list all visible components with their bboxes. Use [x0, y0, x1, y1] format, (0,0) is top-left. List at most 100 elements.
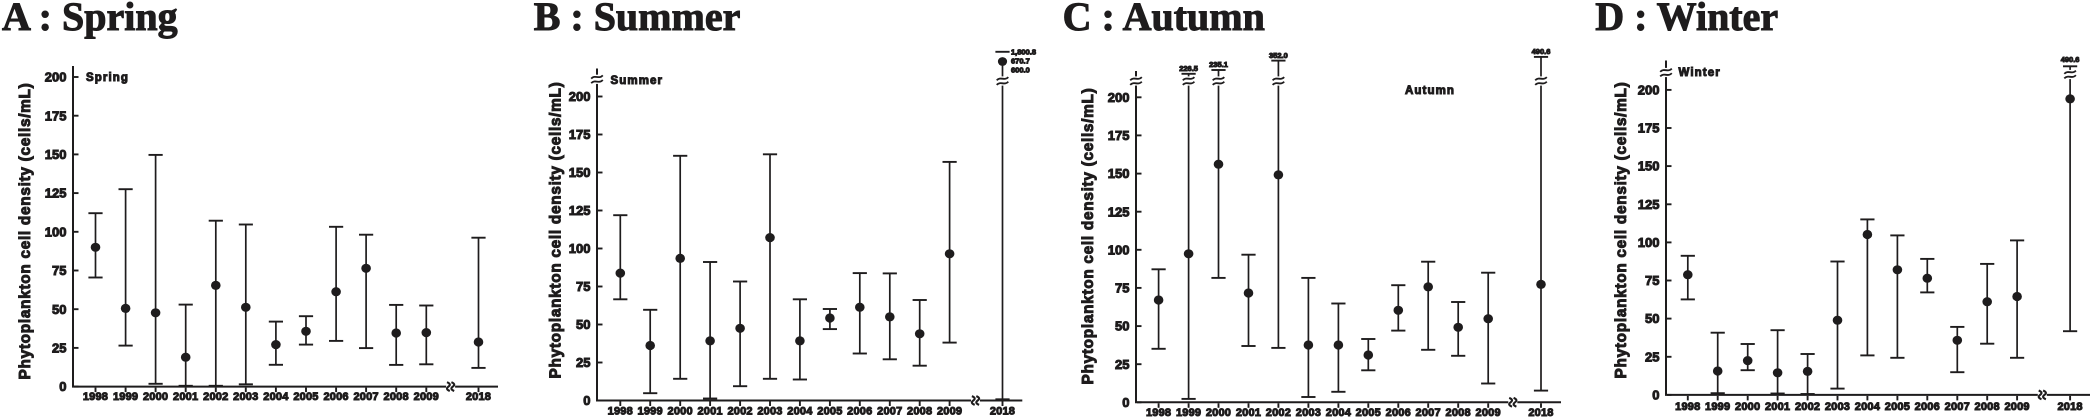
- svg-text:2009: 2009: [414, 391, 439, 403]
- svg-text:100: 100: [569, 241, 591, 256]
- svg-text:2002: 2002: [203, 391, 228, 403]
- svg-text:2005: 2005: [1885, 401, 1910, 413]
- svg-text:2003: 2003: [1825, 401, 1850, 413]
- svg-text:2008: 2008: [907, 405, 932, 417]
- svg-text:2004: 2004: [1855, 401, 1881, 413]
- svg-text:75: 75: [576, 279, 590, 294]
- svg-text:2005: 2005: [1356, 407, 1381, 417]
- svg-text:175: 175: [45, 108, 67, 123]
- svg-text:100: 100: [1108, 242, 1130, 257]
- svg-text:2018: 2018: [990, 405, 1015, 417]
- svg-text:2000: 2000: [1206, 407, 1231, 417]
- svg-text:Summer: Summer: [611, 75, 664, 87]
- svg-text:0: 0: [583, 393, 590, 408]
- svg-text:0: 0: [1122, 395, 1129, 410]
- svg-text:125: 125: [1638, 197, 1660, 212]
- svg-text:25: 25: [1645, 349, 1659, 364]
- svg-text:50: 50: [1645, 311, 1659, 326]
- svg-text:125: 125: [569, 203, 591, 218]
- svg-text:2007: 2007: [1416, 407, 1441, 417]
- svg-text:226.5: 226.5: [1179, 64, 1198, 73]
- svg-text:600.0: 600.0: [1011, 66, 1030, 75]
- svg-text:2007: 2007: [1945, 401, 1970, 413]
- svg-text:175: 175: [569, 127, 591, 142]
- svg-text:2000: 2000: [1735, 401, 1760, 413]
- svg-text:100: 100: [1638, 235, 1660, 250]
- svg-text:150: 150: [1108, 166, 1130, 181]
- svg-text:2004: 2004: [787, 405, 813, 417]
- svg-text:0: 0: [59, 379, 66, 394]
- svg-text:C : Autumn: C : Autumn: [1063, 0, 1265, 39]
- svg-text:1998: 1998: [608, 405, 633, 417]
- svg-text:1998: 1998: [83, 391, 108, 403]
- svg-text:200: 200: [1638, 83, 1660, 98]
- svg-text:25: 25: [576, 355, 590, 370]
- svg-text:25: 25: [52, 341, 66, 356]
- svg-text:2000: 2000: [668, 405, 693, 417]
- svg-text:100: 100: [45, 224, 67, 239]
- svg-text:490.6: 490.6: [1532, 47, 1551, 56]
- svg-text:2018: 2018: [2057, 401, 2082, 413]
- svg-text:A : Spring: A : Spring: [2, 0, 178, 39]
- svg-text:50: 50: [1115, 319, 1129, 334]
- svg-text:Spring: Spring: [86, 72, 129, 84]
- svg-text:0: 0: [1652, 388, 1659, 403]
- svg-text:2008: 2008: [384, 391, 409, 403]
- svg-text:1998: 1998: [1146, 407, 1171, 417]
- svg-text:1998: 1998: [1675, 401, 1700, 413]
- svg-text:125: 125: [45, 186, 67, 201]
- svg-text:200: 200: [1108, 90, 1130, 105]
- svg-text:25: 25: [1115, 357, 1129, 372]
- svg-text:150: 150: [1638, 159, 1660, 174]
- svg-text:2001: 2001: [1236, 407, 1261, 417]
- svg-text:490.6: 490.6: [2061, 55, 2080, 64]
- svg-text:2006: 2006: [1915, 401, 1940, 413]
- svg-text:2003: 2003: [1296, 407, 1321, 417]
- svg-text:2006: 2006: [1386, 407, 1411, 417]
- svg-text:2004: 2004: [1326, 407, 1352, 417]
- svg-text:200: 200: [569, 89, 591, 104]
- svg-text:1999: 1999: [113, 391, 138, 403]
- svg-text:1999: 1999: [638, 405, 663, 417]
- svg-text:2018: 2018: [1528, 407, 1553, 417]
- svg-text:150: 150: [45, 147, 67, 162]
- svg-text:150: 150: [569, 165, 591, 180]
- svg-text:1999: 1999: [1705, 401, 1730, 413]
- svg-text:2005: 2005: [293, 391, 318, 403]
- svg-text:Phytoplankton cell density (ce: Phytoplankton cell density (cells/mL): [1080, 88, 1097, 385]
- svg-text:200: 200: [45, 70, 67, 85]
- svg-text:125: 125: [1108, 204, 1130, 219]
- svg-text:Winter: Winter: [1679, 67, 1721, 79]
- svg-text:Phytoplankton cell density (ce: Phytoplankton cell density (cells/mL): [17, 83, 34, 380]
- svg-text:175: 175: [1108, 128, 1130, 143]
- svg-text:2006: 2006: [323, 391, 348, 403]
- svg-text:Autumn: Autumn: [1405, 85, 1455, 97]
- svg-text:75: 75: [1645, 273, 1659, 288]
- svg-text:D : Winter: D : Winter: [1595, 0, 1778, 39]
- svg-text:2002: 2002: [727, 405, 752, 417]
- svg-text:2001: 2001: [697, 405, 722, 417]
- svg-text:670.7: 670.7: [1011, 57, 1030, 66]
- svg-text:352.0: 352.0: [1269, 51, 1288, 60]
- svg-text:2003: 2003: [757, 405, 782, 417]
- svg-text:1,800.8: 1,800.8: [1011, 48, 1036, 57]
- svg-text:75: 75: [1115, 281, 1129, 296]
- svg-text:Phytoplankton cell density (ce: Phytoplankton cell density (cells/mL): [547, 82, 564, 379]
- svg-text:2018: 2018: [466, 391, 491, 403]
- svg-text:2007: 2007: [353, 391, 378, 403]
- svg-text:2003: 2003: [233, 391, 258, 403]
- svg-text:2009: 2009: [2004, 401, 2029, 413]
- svg-text:2009: 2009: [1476, 407, 1501, 417]
- svg-text:2005: 2005: [817, 405, 842, 417]
- svg-text:2008: 2008: [1446, 407, 1471, 417]
- svg-text:50: 50: [52, 302, 66, 317]
- svg-text:2002: 2002: [1266, 407, 1291, 417]
- svg-text:2006: 2006: [847, 405, 872, 417]
- svg-text:2008: 2008: [1975, 401, 2000, 413]
- svg-text:175: 175: [1638, 121, 1660, 136]
- svg-text:2001: 2001: [1765, 401, 1790, 413]
- svg-text:2009: 2009: [937, 405, 962, 417]
- svg-text:75: 75: [52, 263, 66, 278]
- svg-text:1999: 1999: [1176, 407, 1201, 417]
- svg-text:2007: 2007: [877, 405, 902, 417]
